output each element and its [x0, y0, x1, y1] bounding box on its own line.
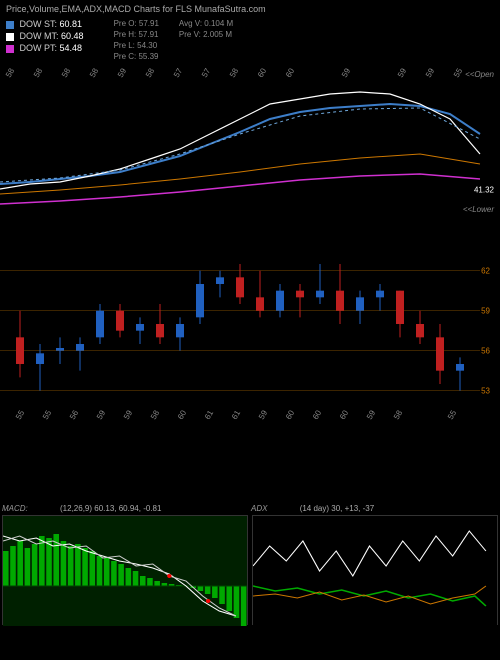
- prev-vol: Avg V: 0.104 M Pre V: 2.005 M: [179, 18, 233, 62]
- svg-text:57: 57: [172, 66, 185, 79]
- macd-header: MACD: (12,26,9) 60.13, 60.94, -0.81: [2, 504, 249, 513]
- svg-text:58: 58: [392, 408, 405, 421]
- svg-text:59: 59: [365, 408, 378, 421]
- svg-text:56: 56: [68, 408, 81, 421]
- svg-text:55: 55: [446, 408, 459, 421]
- prev-ohlc: Pre O: 57.91 Pre H: 57.91 Pre L: 54.30 P…: [114, 18, 159, 62]
- price-chart: 58 58 58 58 59 58 57 57 58 60 60 59 59 59 55 <<Open <<…: [0, 64, 500, 234]
- svg-text:59: 59: [116, 66, 129, 79]
- svg-text:55: 55: [14, 408, 27, 421]
- svg-text:59: 59: [396, 66, 409, 79]
- svg-text:58: 58: [32, 66, 45, 79]
- svg-text:58: 58: [228, 66, 241, 79]
- svg-text:58: 58: [4, 66, 17, 79]
- svg-text:60: 60: [176, 408, 189, 421]
- svg-text:58: 58: [88, 66, 101, 79]
- svg-text:55: 55: [452, 66, 465, 79]
- chart-title: Price,Volume,EMA,ADX,MACD Charts for FLS…: [6, 4, 266, 14]
- legend-st-color: [6, 21, 14, 29]
- dow-legend: DOW ST: 60.81 DOW MT: 60.48 DOW PT: 54.4…: [6, 18, 84, 62]
- adx-svg: [253, 516, 497, 626]
- svg-text:61: 61: [230, 408, 243, 421]
- svg-text:55: 55: [41, 408, 54, 421]
- svg-text:60: 60: [284, 408, 297, 421]
- legend-st: DOW ST: 60.81: [6, 18, 84, 30]
- legend-pt: DOW PT: 54.48: [6, 42, 84, 54]
- svg-text:58: 58: [149, 408, 162, 421]
- svg-text:61: 61: [203, 408, 216, 421]
- legend-block: DOW ST: 60.81 DOW MT: 60.48 DOW PT: 54.4…: [0, 16, 500, 64]
- adx-panel: [252, 515, 498, 625]
- svg-text:59: 59: [95, 408, 108, 421]
- svg-text:62: 62: [481, 267, 490, 276]
- svg-text:60: 60: [284, 66, 297, 79]
- svg-text:56: 56: [481, 347, 490, 356]
- svg-text:60: 60: [311, 408, 324, 421]
- legend-mt-color: [6, 33, 14, 41]
- price-svg: 58 58 58 58 59 58 57 57 58 60 60 59 59 59 55: [0, 64, 500, 234]
- svg-text:59: 59: [424, 66, 437, 79]
- lower-label: <<Lower: [463, 205, 494, 214]
- chart-header: Price,Volume,EMA,ADX,MACD Charts for FLS…: [0, 0, 500, 16]
- svg-text:58: 58: [60, 66, 73, 79]
- svg-text:57: 57: [200, 66, 213, 79]
- macd-panel: [2, 515, 248, 625]
- candle-svg: 62 59 56 53 55 55 56 59 59 58 60 61 61 59 60 60 60 59 58 55: [0, 234, 500, 424]
- macd-svg: [3, 516, 247, 626]
- svg-text:59: 59: [122, 408, 135, 421]
- legend-mt: DOW MT: 60.48: [6, 30, 84, 42]
- prev-block: Pre O: 57.91 Pre H: 57.91 Pre L: 54.30 P…: [114, 18, 234, 62]
- bottom-panels: [0, 515, 500, 625]
- spacer: [0, 424, 500, 504]
- legend-pt-color: [6, 45, 14, 53]
- indicator-headers: MACD: (12,26,9) 60.13, 60.94, -0.81 ADX …: [0, 504, 500, 515]
- svg-text:59: 59: [257, 408, 270, 421]
- svg-text:60: 60: [338, 408, 351, 421]
- svg-text:59: 59: [340, 66, 353, 79]
- open-label: <<Open: [465, 70, 494, 79]
- svg-text:60: 60: [256, 66, 269, 79]
- svg-text:58: 58: [144, 66, 157, 79]
- price-end-value: 41.32: [474, 186, 494, 195]
- candle-chart: 62 59 56 53 55 55 56 59 59 58 60 61 61 59 60 60 60 59 58 55: [0, 234, 500, 424]
- adx-header: ADX (14 day) 30, +13, -37: [251, 504, 498, 513]
- svg-text:59: 59: [481, 307, 490, 316]
- svg-text:53: 53: [481, 387, 490, 396]
